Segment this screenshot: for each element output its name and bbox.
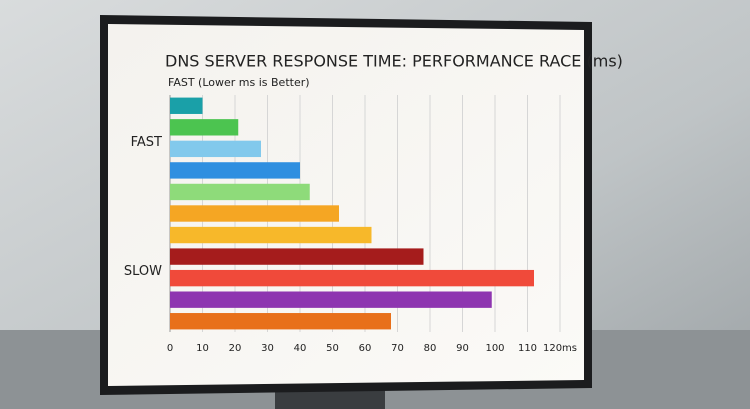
chart-subtitle: FAST (Lower ms is Better)	[168, 76, 310, 89]
bar	[170, 269, 534, 287]
bar	[170, 226, 372, 244]
x-tick-label: 90	[456, 343, 469, 354]
x-tick-label: 20	[229, 343, 242, 354]
plot: 0 10 20 30 40 50 60 70 80 90 100 110 120ms FAST SLOW	[124, 95, 577, 354]
x-tick-label: 70	[391, 343, 404, 354]
x-tick-label: 30	[261, 343, 274, 354]
x-tick-label: 40	[294, 343, 307, 354]
bar	[170, 183, 310, 201]
bar	[170, 291, 492, 308]
y-tick-label: SLOW	[124, 264, 162, 279]
chart-title: DNS SERVER RESPONSE TIME: PERFORMANCE RA…	[165, 52, 623, 71]
x-tick-label: 0	[167, 343, 173, 354]
bar	[170, 119, 239, 136]
x-tick-label: 10	[196, 343, 209, 354]
x-tick-label: 120ms	[543, 343, 577, 354]
bar	[170, 248, 424, 265]
x-tick-label: 100	[485, 343, 504, 354]
bar	[170, 140, 261, 158]
bar	[170, 97, 203, 114]
x-tick-label: 60	[359, 343, 372, 354]
bar	[170, 162, 300, 179]
x-tick-label: 50	[326, 343, 339, 354]
x-tick-label: 80	[424, 343, 437, 354]
bar	[170, 313, 391, 330]
bar	[170, 205, 339, 222]
y-tick-label: FAST	[131, 135, 162, 150]
x-tick-label: 110	[518, 343, 537, 354]
